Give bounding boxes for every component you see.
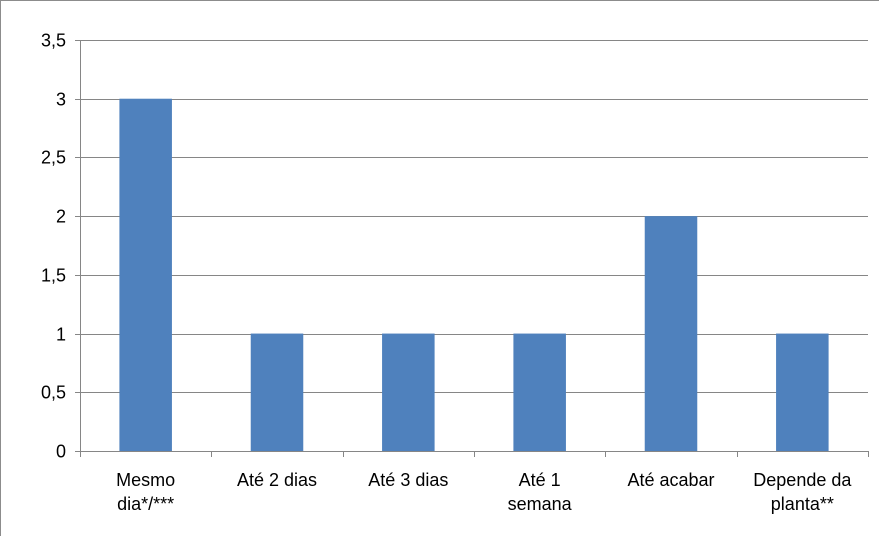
x-category-label: Até 2 dias xyxy=(237,470,317,490)
y-tick-label: 3 xyxy=(56,90,66,110)
x-category-label: Até 3 dias xyxy=(368,470,448,490)
y-tick-labels: 0 0,5 1 1,5 2 2,5 3 3,5 xyxy=(41,31,66,462)
axis-layer xyxy=(75,40,869,457)
bar xyxy=(644,216,698,451)
x-category-label: Mesmo dia*/*** xyxy=(116,470,175,514)
bar xyxy=(119,98,172,451)
grid-layer xyxy=(80,40,868,393)
y-tick-label: 1 xyxy=(56,325,66,345)
x-category-label: Até 1 semana xyxy=(508,470,573,514)
bar xyxy=(776,333,829,451)
x-category-labels: Mesmo dia*/*** Até 2 dias Até 3 dias Até 1 se… xyxy=(116,470,852,514)
y-tick-label: 2,5 xyxy=(41,148,66,168)
x-category-label: Até acabar xyxy=(627,470,714,490)
y-tick-label: 0,5 xyxy=(41,383,66,403)
y-tick-label: 1,5 xyxy=(41,266,66,286)
y-tick-label: 3,5 xyxy=(41,31,66,51)
bar xyxy=(382,333,435,451)
x-category-label: Depende da planta** xyxy=(753,470,852,514)
y-tick-label: 0 xyxy=(56,442,66,462)
bar xyxy=(513,333,566,451)
bars-layer xyxy=(119,98,829,451)
y-tick-label: 2 xyxy=(56,207,66,227)
bar xyxy=(250,333,304,451)
